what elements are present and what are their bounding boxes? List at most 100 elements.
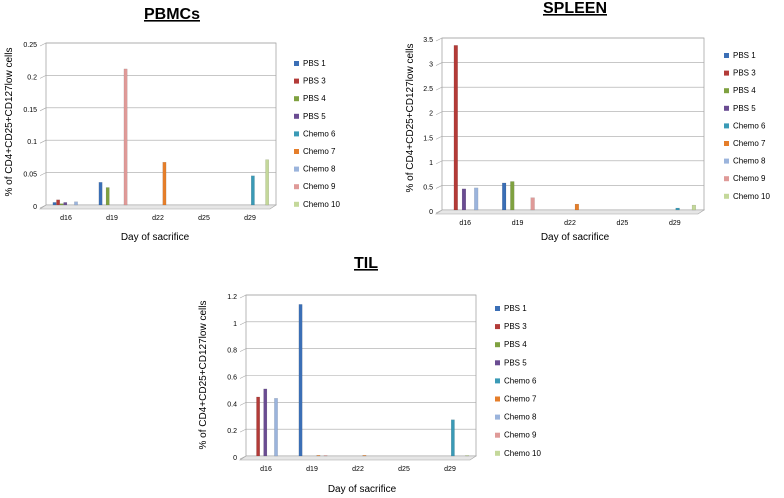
y-tick-label: 0.8 [227, 348, 237, 355]
legend-label: Chemo 10 [733, 192, 770, 201]
y-axis-label: % of CD4+CD25+CD127low cells [198, 301, 209, 450]
legend-swatch [294, 61, 299, 66]
chart-til: TIL % of CD4+CD25+CD127low cells Day of … [198, 255, 541, 495]
bar [502, 182, 507, 211]
legend-label: Chemo 7 [733, 139, 766, 148]
gridline-side [239, 428, 247, 433]
legend-label: Chemo 10 [303, 200, 340, 209]
bar [465, 455, 469, 457]
legend-swatch [495, 360, 500, 366]
gridline-side [435, 37, 443, 42]
x-tick-label: d22 [352, 466, 364, 473]
legend-swatch [724, 193, 729, 199]
y-ticks: 0 0.05 0.1 0.15 0.2 0.25 [23, 42, 37, 211]
bar [98, 182, 103, 206]
legend-label: PBS 4 [733, 86, 756, 95]
bar [63, 202, 68, 206]
legend-label: Chemo 9 [733, 174, 766, 183]
y-tick-label: 0.1 [27, 139, 37, 146]
y-tick-label: 0.2 [227, 428, 237, 435]
legend-swatch [294, 149, 299, 154]
bar [251, 175, 255, 206]
x-axis-label: Day of sacrifice [541, 232, 610, 243]
legend: PBS 1 PBS 3 PBS 4 PBS 5 Chemo 6 Chemo 7 Chemo … [495, 304, 541, 458]
legend-label: PBS 3 [504, 322, 527, 331]
bar [256, 396, 260, 457]
gridline-side [435, 111, 443, 115]
x-tick-label: d22 [564, 220, 576, 227]
bar [362, 455, 367, 457]
gridline-side [239, 348, 247, 352]
gridline-side [39, 75, 47, 79]
y-tick-label: 3.5 [423, 37, 433, 44]
y-tick-label: 1 [429, 160, 433, 167]
gridline-side [39, 107, 47, 112]
x-tick-label: d29 [444, 466, 456, 473]
legend-swatch [495, 324, 500, 330]
gridline-side [435, 160, 443, 165]
gridline-side [435, 185, 443, 189]
x-axis-label: Day of sacrifice [121, 232, 190, 243]
legend-swatch [724, 123, 729, 129]
gridline-side [435, 209, 443, 214]
y-axis-label: % of CD4+CD25+CD127low cells [4, 48, 15, 197]
gridline-side [435, 62, 443, 66]
legend-label: Chemo 7 [504, 395, 537, 404]
x-tick-label: d25 [198, 215, 210, 222]
bar [263, 388, 268, 457]
legend-swatch [724, 53, 729, 58]
x-tick-label: d19 [512, 220, 524, 227]
y-axis-label: % of CD4+CD25+CD127low cells [405, 44, 416, 193]
legend-label: Chemo 6 [303, 129, 336, 138]
bars [453, 45, 696, 211]
x-tick-label: d29 [244, 215, 256, 222]
bar [59, 203, 64, 206]
legend-swatch [724, 176, 729, 182]
legend-swatch [495, 450, 500, 456]
legend-label: Chemo 8 [733, 157, 766, 166]
chart-pbmcs: PBMCs % of CD4+CD25+CD127low cells Day o… [4, 6, 340, 243]
legend-swatch [294, 78, 299, 84]
bar [691, 204, 696, 211]
legend-label: PBS 1 [504, 304, 527, 313]
legend-label: PBS 5 [733, 104, 756, 113]
bar [123, 68, 128, 206]
gridline-side [239, 375, 247, 379]
y-tick-label: 1.5 [423, 135, 433, 142]
bar [323, 455, 328, 457]
y-tick-label: 0.15 [23, 107, 37, 114]
y-tick-label: 1 [233, 321, 237, 328]
chart-title: TIL [354, 255, 378, 272]
bar [316, 455, 321, 457]
x-axis-label: Day of sacrifice [328, 484, 397, 495]
bar [451, 419, 455, 457]
plot-floor [435, 209, 705, 215]
legend-label: PBS 4 [504, 340, 527, 349]
legend-swatch [724, 88, 729, 94]
bars [52, 68, 269, 206]
y-tick-label: 0 [33, 204, 37, 211]
legend-label: PBS 5 [504, 358, 527, 367]
legend-swatch [495, 432, 500, 438]
legend-swatch [495, 342, 500, 348]
gridline-side [39, 139, 47, 144]
y-tick-label: 2 [429, 111, 433, 118]
x-ticks: d16 d19 d22 d25 d29 [459, 220, 680, 227]
y-tick-label: 1.2 [227, 294, 237, 301]
bar [474, 187, 479, 211]
y-tick-label: 2.5 [423, 86, 433, 93]
plot-area [45, 42, 277, 206]
bar [453, 45, 458, 211]
legend-swatch [724, 141, 729, 146]
legend-swatch [724, 70, 729, 76]
gridline-side [435, 86, 443, 91]
legend-swatch [495, 306, 500, 311]
legend-label: Chemo 8 [504, 413, 537, 422]
bar [74, 201, 78, 206]
plot-floor [239, 455, 477, 461]
legend-label: PBS 4 [303, 94, 326, 103]
x-tick-label: d25 [398, 466, 410, 473]
legend-swatch [495, 414, 500, 420]
x-tick-label: d19 [306, 466, 318, 473]
legend-swatch [495, 378, 500, 384]
